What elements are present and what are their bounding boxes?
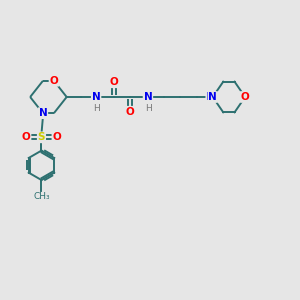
Text: O: O <box>52 132 61 142</box>
Text: H: H <box>145 104 152 113</box>
Text: O: O <box>110 77 119 87</box>
Text: N: N <box>144 92 152 102</box>
Text: N: N <box>92 92 100 102</box>
Text: N: N <box>206 92 215 102</box>
Text: N: N <box>39 108 47 118</box>
Text: O: O <box>125 107 134 117</box>
Text: O: O <box>241 92 250 102</box>
Text: S: S <box>38 132 45 142</box>
Text: H: H <box>93 104 100 113</box>
Text: O: O <box>50 76 58 86</box>
Text: CH₃: CH₃ <box>33 192 50 201</box>
Text: O: O <box>22 132 31 142</box>
Text: N: N <box>208 92 217 102</box>
